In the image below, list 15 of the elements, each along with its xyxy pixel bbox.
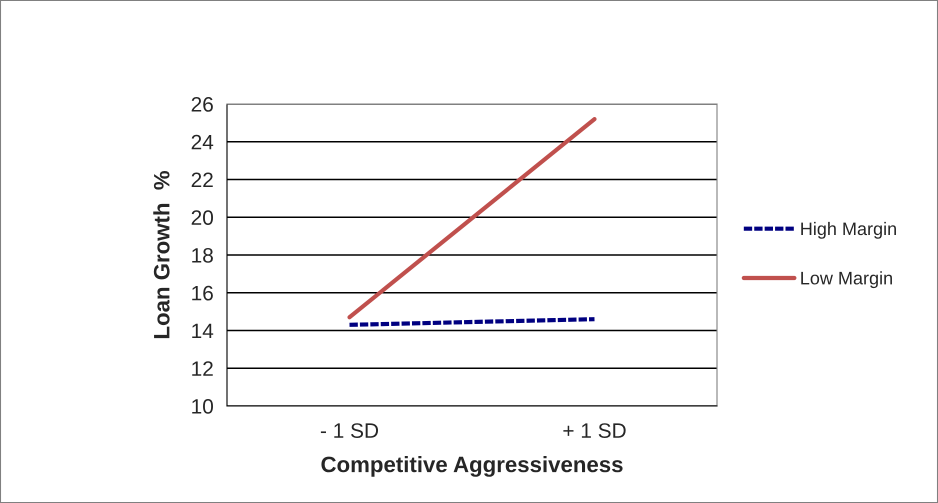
y-tick-label: 18: [192, 248, 213, 263]
y-tick-label: 10: [192, 399, 213, 414]
y-tick-label: 24: [192, 134, 214, 150]
legend-label: High Margin: [801, 222, 896, 239]
y-tick-label: 12: [192, 361, 213, 376]
y-tick-label: 26: [192, 97, 213, 112]
x-axis-title: Competitive Aggressiveness: [321, 456, 623, 477]
y-tick-label: 20: [192, 210, 213, 226]
y-tick-label: 16: [192, 286, 213, 301]
y-axis-title: Loan Growth %: [153, 171, 170, 338]
legend-label: Low Margin: [801, 271, 892, 288]
x-tick-label: - 1 SD: [320, 423, 378, 438]
y-tick-label: 22: [192, 172, 213, 188]
y-tick-label: 14: [192, 324, 214, 338]
x-tick-label: + 1 SD: [563, 423, 626, 438]
